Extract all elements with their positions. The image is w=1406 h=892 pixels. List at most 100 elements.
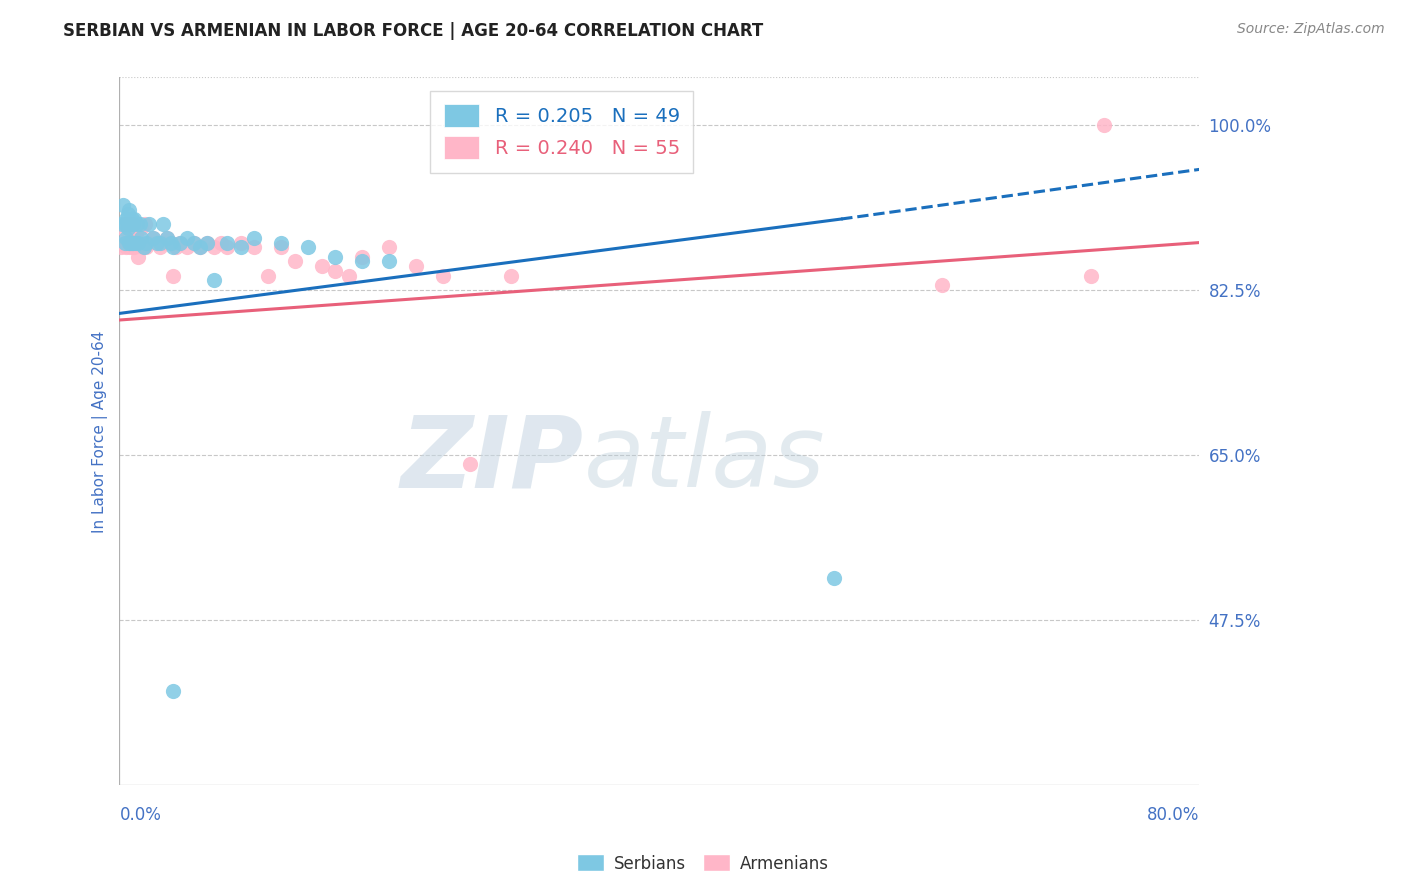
Point [122, 217, 145, 231]
Text: Source: ZipAtlas.com: Source: ZipAtlas.com [1237, 22, 1385, 37]
Point [209, 235, 232, 250]
Point [190, 240, 212, 254]
Point [323, 264, 346, 278]
Point [229, 235, 252, 250]
Point [169, 235, 191, 250]
Point [156, 231, 179, 245]
Point [118, 217, 141, 231]
Point [118, 217, 141, 231]
Point [229, 240, 252, 254]
Point [117, 207, 139, 221]
Point [111, 221, 134, 235]
Point [146, 235, 169, 250]
Point [1092, 118, 1115, 132]
Point [112, 235, 135, 250]
Point [149, 240, 172, 254]
Point [270, 240, 292, 254]
Point [162, 268, 184, 283]
Point [121, 226, 143, 240]
Point [337, 268, 360, 283]
Point [176, 231, 198, 245]
Point [122, 235, 145, 250]
Point [111, 217, 134, 231]
Point [202, 273, 225, 287]
Point [931, 278, 953, 293]
Point [135, 235, 157, 250]
Point [311, 259, 333, 273]
Point [114, 235, 136, 250]
Point [183, 235, 205, 250]
Point [149, 235, 172, 250]
Point [297, 240, 319, 254]
Point [120, 240, 142, 254]
Point [499, 268, 522, 283]
Point [159, 235, 181, 250]
Point [176, 240, 198, 254]
Point [165, 240, 187, 254]
Point [195, 235, 218, 250]
Point [115, 212, 138, 227]
Point [128, 235, 150, 250]
Point [120, 235, 142, 250]
Point [135, 240, 157, 254]
Text: 80.0%: 80.0% [1146, 806, 1199, 824]
Point [243, 240, 266, 254]
Legend: R = 0.205   N = 49, R = 0.240   N = 55: R = 0.205 N = 49, R = 0.240 N = 55 [430, 91, 693, 172]
Point [270, 235, 292, 250]
Point [120, 217, 142, 231]
Point [121, 235, 143, 250]
Point [129, 221, 152, 235]
Point [117, 221, 139, 235]
Point [118, 235, 141, 250]
Legend: Serbians, Armenians: Serbians, Armenians [571, 847, 835, 880]
Point [132, 240, 155, 254]
Point [217, 240, 239, 254]
Point [138, 235, 160, 250]
Point [121, 212, 143, 227]
Point [122, 217, 145, 231]
Point [118, 235, 141, 250]
Point [138, 217, 160, 231]
Point [125, 235, 148, 250]
Point [134, 217, 156, 231]
Point [152, 217, 174, 231]
Point [124, 212, 146, 227]
Point [142, 231, 165, 245]
Point [146, 235, 169, 250]
Point [323, 250, 346, 264]
Point [127, 235, 149, 250]
Point [115, 231, 138, 245]
Point [114, 217, 136, 231]
Point [257, 268, 280, 283]
Point [183, 235, 205, 250]
Point [128, 217, 150, 231]
Point [217, 235, 239, 250]
Point [132, 240, 155, 254]
Point [118, 202, 141, 217]
Point [243, 231, 266, 245]
Text: ZIP: ZIP [401, 411, 583, 508]
Point [159, 235, 181, 250]
Point [378, 240, 401, 254]
Point [162, 684, 184, 698]
Point [195, 235, 218, 250]
Y-axis label: In Labor Force | Age 20-64: In Labor Force | Age 20-64 [93, 330, 108, 533]
Point [352, 254, 374, 268]
Text: atlas: atlas [583, 411, 825, 508]
Point [124, 235, 146, 250]
Point [352, 250, 374, 264]
Text: 0.0%: 0.0% [120, 806, 162, 824]
Point [432, 268, 454, 283]
Point [117, 221, 139, 235]
Point [284, 254, 307, 268]
Point [127, 250, 149, 264]
Point [458, 458, 481, 472]
Point [142, 231, 165, 245]
Point [824, 571, 846, 585]
Point [152, 235, 174, 250]
Point [122, 240, 145, 254]
Point [190, 240, 212, 254]
Point [124, 226, 146, 240]
Point [112, 198, 135, 212]
Point [124, 240, 146, 254]
